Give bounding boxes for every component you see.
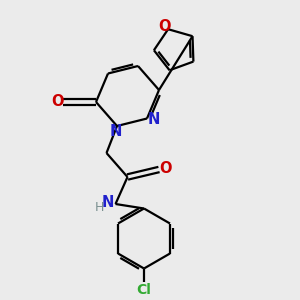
Text: H: H (95, 201, 105, 214)
Text: O: O (159, 160, 172, 175)
Text: N: N (102, 195, 114, 210)
Text: O: O (51, 94, 64, 110)
Text: O: O (158, 19, 171, 34)
Text: Cl: Cl (136, 283, 152, 296)
Text: N: N (109, 124, 122, 140)
Text: N: N (147, 112, 160, 128)
